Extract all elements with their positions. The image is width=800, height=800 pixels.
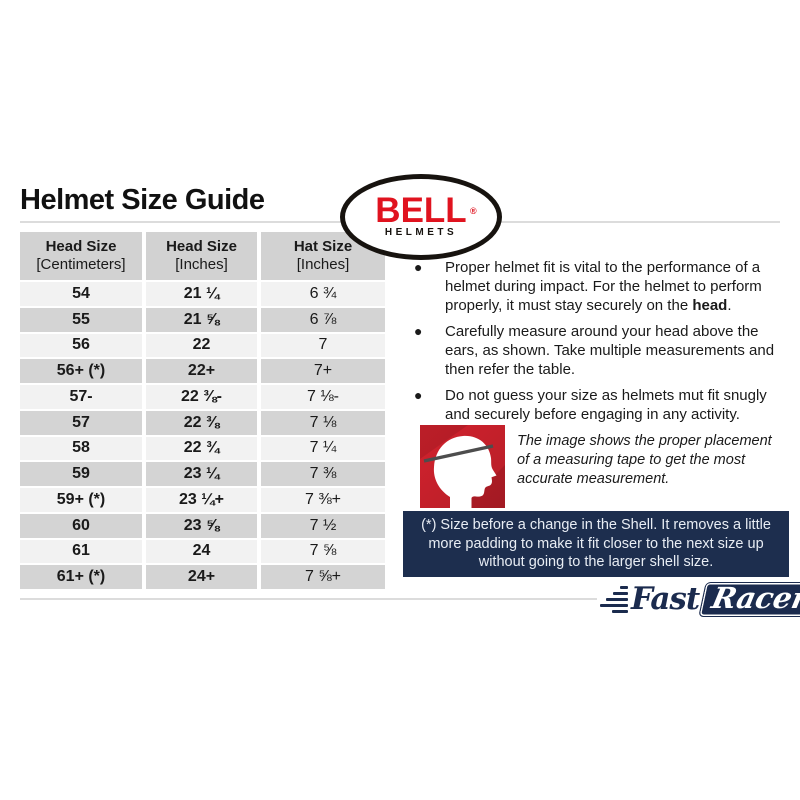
table-cell: 7 ⅝: [261, 539, 385, 564]
bell-logo-subtitle: HELMETS: [384, 227, 458, 238]
header-line1: Head Size: [45, 238, 117, 255]
header-line2: [Centimeters]: [36, 256, 126, 273]
list-item: ● Carefully measure around your head abo…: [399, 322, 790, 379]
bell-logo-wordmark: BELL ®: [375, 193, 476, 228]
table-cell: 7 ⅜: [261, 462, 385, 486]
bullet-text: Carefully measure around your head above…: [445, 323, 775, 378]
table-header-hat-size: Hat Size [Inches]: [261, 232, 385, 280]
table-cell: 61+ (*): [20, 565, 142, 589]
bottom-divider: [20, 598, 780, 600]
table-header-head-size-cm: Head Size [Centimeters]: [20, 232, 142, 280]
table-cell: 24+: [146, 565, 257, 589]
fastracer-logo: Fast Racer: [597, 580, 800, 621]
bullet-icon: ●: [414, 323, 423, 339]
table-cell: 6 ⅞: [261, 307, 385, 332]
bell-helmets-logo: BELL ® HELMETS: [340, 174, 502, 260]
table-cell: 21 ⅝: [146, 307, 257, 332]
table-cell: 61: [20, 539, 142, 564]
shell-size-note: (*) Size before a change in the Shell. I…: [403, 511, 789, 577]
header-line1: Hat Size: [293, 238, 353, 255]
table-cell: 23 ¼+: [146, 488, 257, 512]
fastracer-racer-text: Racer: [698, 581, 800, 617]
table-cell: 7 ½: [261, 513, 385, 538]
size-table: Head Size [Centimeters] Head Size [Inche…: [20, 232, 385, 589]
table-cell: 22 ⅜: [146, 410, 257, 435]
fastracer-fast-text: Fast: [631, 581, 700, 617]
table-cell: 7 ⅜+: [261, 488, 385, 512]
header-line1: Head Size: [166, 238, 237, 255]
table-cell: 56+ (*): [20, 359, 142, 383]
speed-lines-icon: [600, 585, 628, 615]
head-measurement-icon: [420, 425, 505, 508]
bullet-text-segment: .: [727, 297, 732, 314]
table-cell: 23 ¼: [146, 462, 257, 486]
table-cell: 7+: [261, 359, 385, 383]
table-cell: 7 ⅛-: [261, 385, 385, 409]
bullet-text-bold: head: [692, 297, 728, 314]
page-title: Helmet Size Guide: [20, 184, 265, 216]
table-cell: 60: [20, 513, 142, 538]
bell-logo-text: BELL: [375, 191, 467, 230]
table-cell: 56: [20, 333, 142, 358]
table-cell: 7: [261, 333, 385, 358]
table-cell: 58: [20, 436, 142, 461]
bullet-text: Proper helmet fit is vital to the perfor…: [445, 258, 790, 315]
table-cell: 59+ (*): [20, 488, 142, 512]
measurement-note-text: The image shows the proper placement of …: [517, 433, 772, 487]
measurement-note: The image shows the proper placement of …: [420, 425, 788, 508]
table-cell: 6 ¾: [261, 282, 385, 306]
bullet-icon: ●: [414, 259, 423, 275]
table-cell: 22 ⅜-: [146, 385, 257, 409]
list-item: ● Do not guess your size as helmets mut …: [399, 386, 790, 424]
table-cell: 22+: [146, 359, 257, 383]
header-line2: [Inches]: [296, 256, 350, 273]
bullet-text-segment: Proper helmet fit is vital to the perfor…: [445, 259, 762, 314]
table-cell: 7 ⅛: [261, 410, 385, 435]
table-cell: 22: [146, 333, 257, 358]
table-cell: 21 ¼: [146, 282, 257, 306]
table-cell: 24: [146, 539, 257, 564]
table-cell: 59: [20, 462, 142, 486]
table-cell: 57: [20, 410, 142, 435]
fit-tips-list: ● Proper helmet fit is vital to the perf…: [399, 258, 790, 431]
header-line2: [Inches]: [175, 256, 228, 273]
table-cell: 57-: [20, 385, 142, 409]
table-cell: 7 ¼: [261, 436, 385, 461]
table-cell: 55: [20, 307, 142, 332]
table-cell: 54: [20, 282, 142, 306]
registered-trademark-icon: ®: [470, 206, 477, 216]
bullet-icon: ●: [414, 387, 423, 403]
table-cell: 22 ¾: [146, 436, 257, 461]
table-header-head-size-in: Head Size [Inches]: [146, 232, 257, 280]
list-item: ● Proper helmet fit is vital to the perf…: [399, 258, 790, 315]
table-cell: 7 ⅝+: [261, 565, 385, 589]
table-cell: 23 ⅝: [146, 513, 257, 538]
bullet-text: Do not guess your size as helmets mut fi…: [445, 387, 767, 423]
